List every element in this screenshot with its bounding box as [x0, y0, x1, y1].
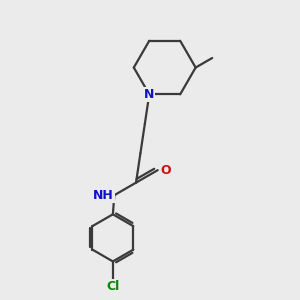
Text: N: N — [144, 88, 154, 101]
Text: Cl: Cl — [106, 280, 119, 293]
Text: O: O — [160, 164, 171, 177]
Text: NH: NH — [93, 189, 113, 202]
